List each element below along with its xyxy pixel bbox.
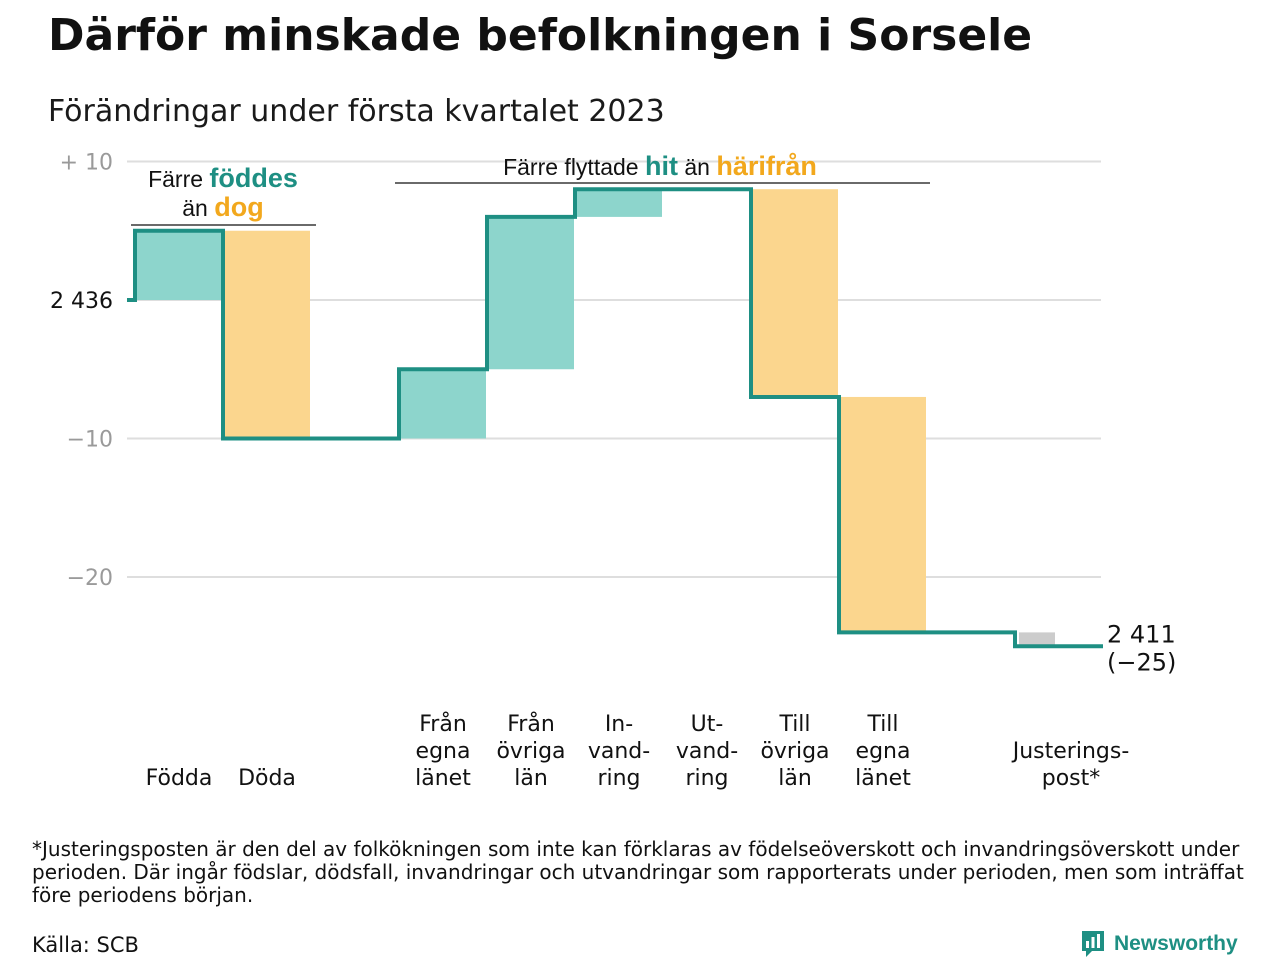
x-category-label-line: övriga — [760, 739, 829, 764]
x-category-label: Till egna länet — [855, 712, 911, 791]
x-category-label-line: län — [514, 766, 548, 791]
end-value-label: 2 411 — [1107, 620, 1176, 648]
annotation-segment: dog — [214, 192, 263, 222]
x-category-label-line: ring — [597, 766, 640, 791]
annotation-births-text: än dog — [182, 192, 263, 222]
x-category-label-line: vand- — [588, 739, 650, 764]
x-category-label: Till övriga län — [760, 712, 829, 791]
waterfall-bar — [399, 369, 486, 439]
x-category-label-line: post* — [1042, 766, 1101, 791]
waterfall-bar — [223, 230, 310, 439]
x-category-label: Födda — [146, 766, 213, 791]
x-category-label-line: ring — [685, 766, 728, 791]
x-category-label-line: övriga — [496, 739, 565, 764]
bars — [135, 189, 1055, 647]
x-category-label: Justerings-post* — [1011, 739, 1130, 791]
x-category-label-line: Från — [507, 711, 555, 737]
x-category-label-line: Till — [866, 712, 898, 737]
waterfall-bar — [135, 230, 222, 300]
annotation-births-text: Färre föddes — [148, 163, 298, 193]
running-total-line — [127, 187, 1103, 649]
annotation-segment: Färre flyttade — [503, 154, 645, 180]
start-value-label: 2 436 — [50, 289, 113, 314]
x-category-label: In-vand-ring — [588, 712, 650, 791]
annotation-segment: än — [678, 154, 716, 180]
annotation-segment: än — [182, 195, 214, 221]
waterfall-bar — [751, 189, 838, 397]
x-category-label-line: Döda — [238, 766, 296, 791]
x-category-label: Från övriga län — [496, 711, 565, 791]
x-category-label-line: län — [778, 766, 812, 791]
x-category-label-line: In- — [605, 712, 633, 737]
chart-subtitle: Förändringar under första kvartalet 2023 — [48, 94, 665, 129]
chart-title: Därför minskade befolkningen i Sorsele — [48, 10, 1033, 61]
footnote: *Justeringsposten är den del av folkökni… — [32, 837, 1244, 907]
x-category-label: Från egna länet — [415, 711, 471, 791]
y-tick-label: −10 — [67, 428, 113, 453]
x-category-label-line: egna — [416, 739, 471, 764]
waterfall-bar — [487, 216, 574, 370]
annotation-segment: Färre — [148, 166, 209, 192]
x-category-label-line: Från — [419, 711, 467, 737]
annotation-segment: föddes — [209, 163, 298, 193]
y-tick-label: + 10 — [60, 151, 113, 176]
x-category-label-line: egna — [856, 739, 911, 764]
x-category-label: Ut-vand-ring — [676, 712, 738, 791]
x-category-label-line: Justerings- — [1011, 739, 1130, 764]
annotation-segment: härifrån — [716, 151, 817, 181]
source-text: Källa: SCB — [32, 933, 139, 957]
running-total-path — [127, 187, 1103, 649]
waterfall-bar — [1019, 632, 1055, 647]
x-category-label-line: länet — [415, 766, 471, 791]
newsworthy-logo-icon — [1080, 929, 1106, 959]
y-tick-label: −20 — [67, 566, 113, 591]
x-category-label-line: vand- — [676, 739, 738, 764]
x-category-label: Döda — [238, 766, 296, 791]
annotation-migration-text: Färre flyttade hit än härifrån — [503, 151, 817, 181]
brand-logo: Newsworthy — [1080, 928, 1238, 960]
waterfall-bar — [575, 189, 662, 217]
x-category-label-line: Ut- — [691, 712, 724, 737]
x-category-label-line: Till — [778, 712, 810, 737]
x-category-label-line: länet — [855, 766, 911, 791]
x-category-label-line: Födda — [146, 766, 213, 791]
brand-name: Newsworthy — [1114, 932, 1238, 955]
waterfall-bar — [839, 396, 926, 633]
end-change-label: (−25) — [1107, 648, 1176, 676]
annotation-segment: hit — [645, 151, 678, 181]
